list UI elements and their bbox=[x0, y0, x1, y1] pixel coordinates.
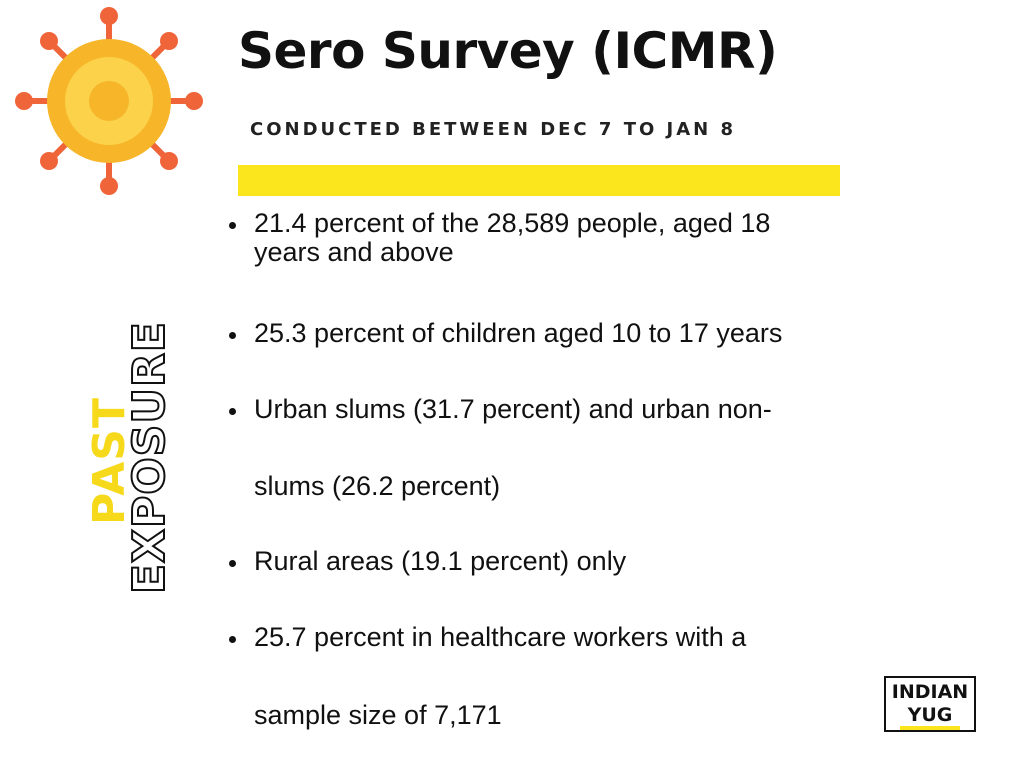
bullet-dot bbox=[229, 408, 236, 415]
title: Sero Survey (ICMR) bbox=[238, 22, 778, 80]
bullet-text: sample size of 7,171 bbox=[254, 700, 502, 730]
logo: INDIAN YUG bbox=[884, 676, 976, 732]
bullet-text: slums (26.2 percent) bbox=[254, 471, 501, 501]
bullet-text: years and above bbox=[254, 237, 454, 267]
virus-icon bbox=[15, 7, 203, 195]
logo-text: YUG bbox=[899, 704, 961, 730]
subtitle: CONDUCTED BETWEEN DEC 7 TO JAN 8 bbox=[250, 119, 737, 140]
bullet-text: 25.7 percent in healthcare workers with … bbox=[254, 622, 747, 652]
logo-text: INDIAN bbox=[891, 681, 969, 703]
side-label: EXPOSURE bbox=[123, 320, 176, 595]
bullet-dot bbox=[229, 636, 236, 643]
bullet-dot bbox=[229, 332, 236, 339]
highlight-bar bbox=[238, 165, 840, 196]
bullet-dot bbox=[229, 560, 236, 567]
bullet-dot bbox=[229, 222, 236, 229]
bullet-text: Rural areas (19.1 percent) only bbox=[254, 546, 627, 576]
bullet-text: 21.4 percent of the 28,589 people, aged … bbox=[254, 208, 771, 238]
bullet-text: 25.3 percent of children aged 10 to 17 y… bbox=[254, 318, 783, 348]
bullet-text: Urban slums (31.7 percent) and urban non… bbox=[254, 394, 772, 424]
